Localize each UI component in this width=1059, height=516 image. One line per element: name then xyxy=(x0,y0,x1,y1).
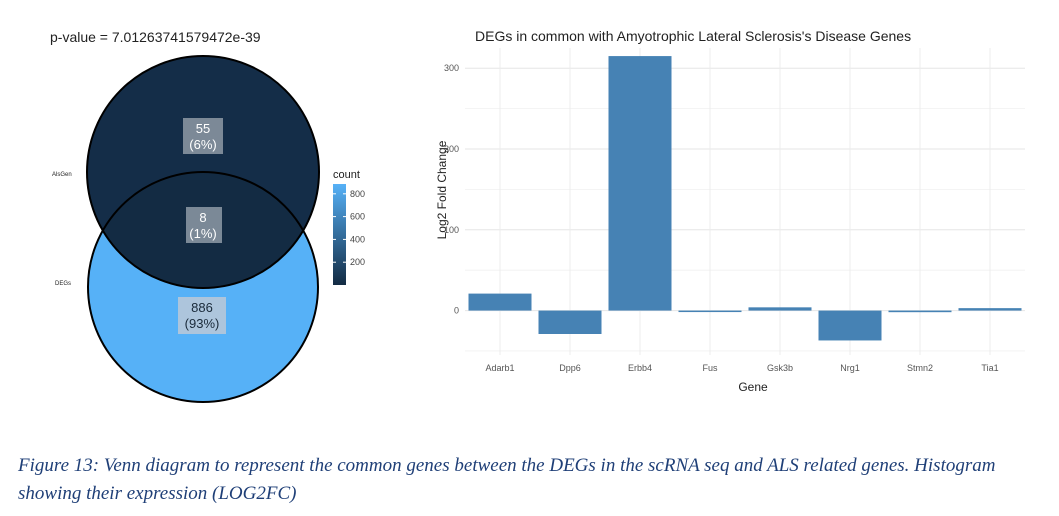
y-axis-ticks: 0 100 200 300 xyxy=(444,63,459,315)
venn-title: p-value = 7.01263741579472e-39 xyxy=(50,29,261,45)
y-tick-label: 0 xyxy=(454,306,459,316)
bar-gsk3b xyxy=(748,307,812,311)
bar-chart: DEGs in common with Amyotrophic Lateral … xyxy=(435,28,1025,394)
alsgen-circle-outline xyxy=(86,55,320,289)
y-tick-label: 300 xyxy=(444,63,459,73)
bar-tia1 xyxy=(958,308,1022,311)
bar-nrg1 xyxy=(818,310,882,341)
region-count-intersection: 8 xyxy=(199,210,206,225)
region-label-box-degs xyxy=(178,297,226,334)
bar-fus xyxy=(678,310,742,313)
y-tick-label: 100 xyxy=(444,225,459,235)
x-tick-label: Adarb1 xyxy=(485,363,514,373)
bar-adarb1 xyxy=(468,293,532,311)
x-axis-label: Gene xyxy=(738,380,768,394)
legend-tick-label: 200 xyxy=(350,257,365,267)
x-tick-label: Stmn2 xyxy=(907,363,933,373)
chart-title: DEGs in common with Amyotrophic Lateral … xyxy=(475,28,911,44)
legend-colorbar xyxy=(333,184,346,285)
legend-ticks: 800 600 400 200 xyxy=(333,189,365,267)
x-tick-label: Tia1 xyxy=(981,363,998,373)
bars xyxy=(468,56,1022,341)
bar-erbb4 xyxy=(608,56,672,311)
legend-tick-label: 400 xyxy=(350,234,365,244)
figure-caption: Figure 13: Venn diagram to represent the… xyxy=(18,455,996,504)
region-count-alsgen: 55 xyxy=(196,121,210,136)
x-tick-label: Erbb4 xyxy=(628,363,652,373)
bar-dpp6 xyxy=(538,310,602,334)
region-percent-alsgen: (6%) xyxy=(189,137,216,152)
region-percent-degs: (93%) xyxy=(185,316,220,331)
legend-tick-label: 800 xyxy=(350,189,365,199)
degs-circle-outline xyxy=(87,171,319,403)
legend-title: count xyxy=(333,169,360,181)
set-label-alsgen: AlsGen xyxy=(52,172,72,178)
x-tick-label: Dpp6 xyxy=(559,363,581,373)
region-count-degs: 886 xyxy=(191,300,213,315)
x-tick-label: Gsk3b xyxy=(767,363,793,373)
bar-stmn2 xyxy=(888,310,952,313)
region-label-box-intersection xyxy=(186,207,222,243)
x-tick-label: Fus xyxy=(702,363,718,373)
venn-diagram: p-value = 7.01263741579472e-39 AlsGen DE… xyxy=(50,29,365,403)
region-percent-intersection: (1%) xyxy=(189,226,216,241)
y-axis-label: Log2 Fold Change xyxy=(435,140,449,239)
region-label-box-alsgen xyxy=(183,118,223,154)
x-tick-label: Nrg1 xyxy=(840,363,860,373)
set-label-degs: DEGs xyxy=(55,281,71,287)
x-axis-ticks: Adarb1 Dpp6 Erbb4 Fus Gsk3b Nrg1 Stmn2 Tia1 xyxy=(485,363,998,373)
legend-tick-label: 600 xyxy=(350,212,365,222)
grid-lines xyxy=(465,48,1025,355)
y-tick-label: 200 xyxy=(444,144,459,154)
